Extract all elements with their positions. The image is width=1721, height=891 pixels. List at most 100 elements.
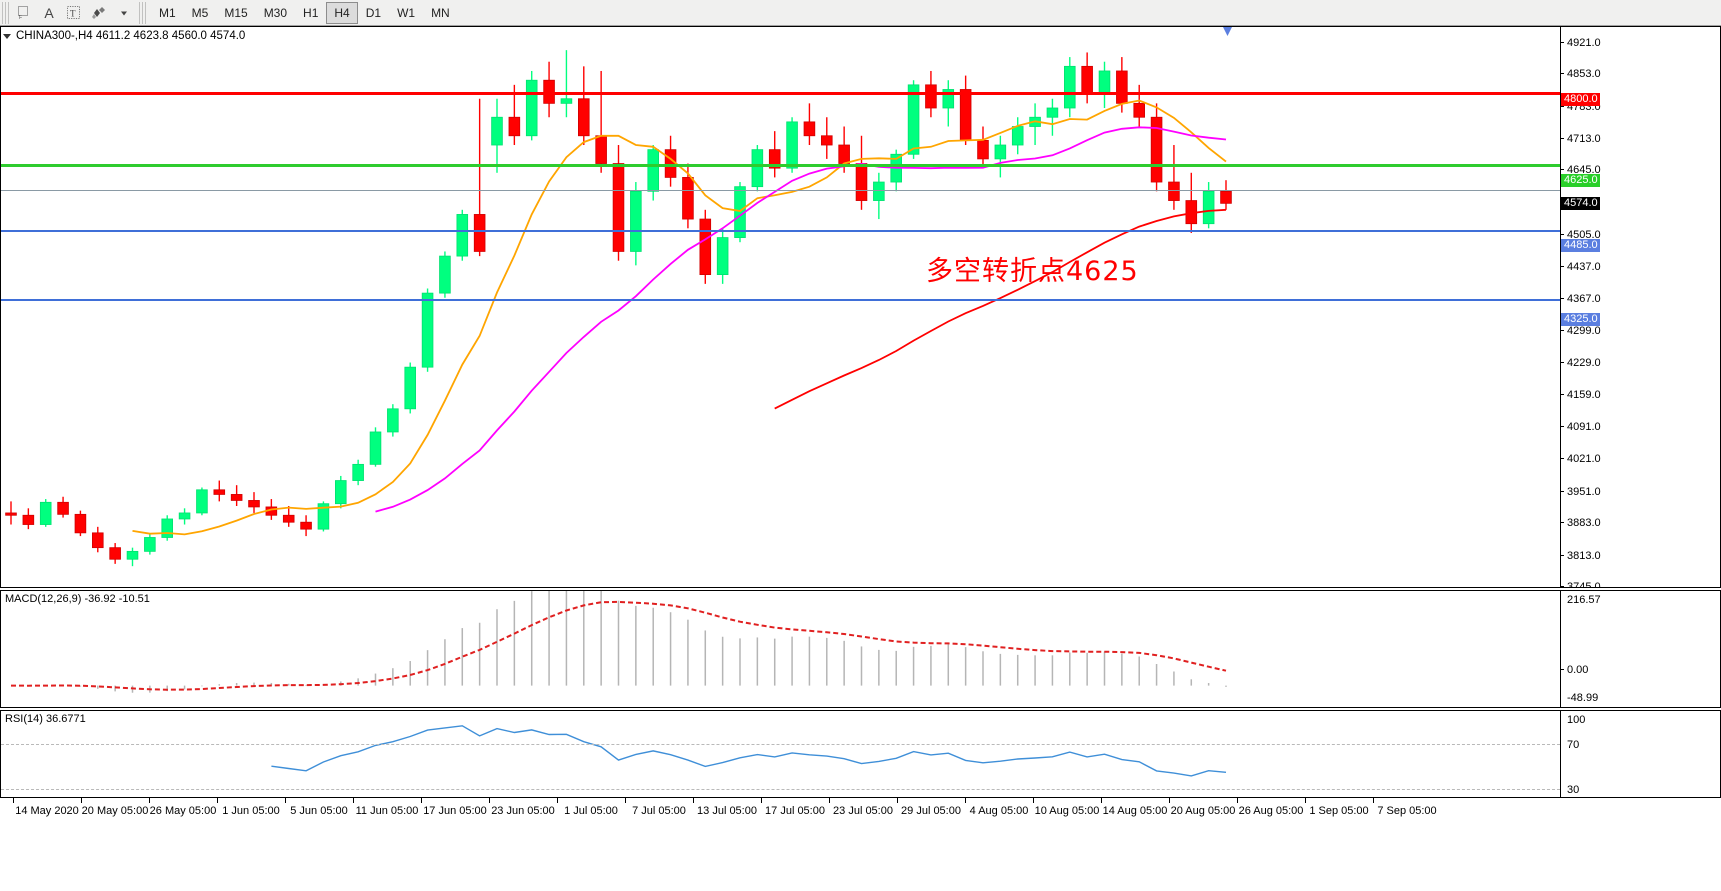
timeframe-m15[interactable]: M15 [224,5,248,20]
price-tick: 3951.0 [1560,486,1720,498]
time-axis-label: 7 Jul 05:00 [632,805,686,817]
time-axis-label: 29 Jul 05:00 [901,805,961,817]
timeframe-d1[interactable]: D1 [365,5,382,20]
time-axis-label: 20 May 05:00 [81,805,149,817]
crosshair-icon[interactable]: F [12,2,37,24]
price-tick: 4645.0 [1560,164,1720,176]
time-axis[interactable]: 14 May 2020 20 May 05:00 26 May 05:00 1 Jun… [0,797,1721,865]
time-tick-mark [693,798,694,803]
toolbar-grip[interactable] [2,1,11,24]
price-level-label-4485-0[interactable]: 4485.0 [1561,238,1600,252]
time-axis-label: 17 Jun 05:00 [423,805,487,817]
price-level-label-4800-0[interactable]: 4800.0 [1561,92,1600,106]
level-line-4325[interactable] [1,299,1560,301]
timeframe-group: M1 M5 M15 M30 H1 H4 D1 W1 MN [151,1,458,24]
time-axis-label: 23 Jul 05:00 [833,805,893,817]
timeframe-h1[interactable]: H1 [303,5,319,20]
time-axis-label: 5 Jun 05:00 [290,805,348,817]
time-axis-label: 14 Aug 05:00 [1102,805,1168,817]
level-line-4800[interactable] [1,92,1560,95]
time-axis-label: 7 Sep 05:00 [1377,805,1437,817]
macd-label: MACD(12,26,9) -36.92 -10.51 [5,593,150,605]
svg-text:T: T [70,9,76,19]
price-tick: 4091.0 [1560,421,1720,433]
symbol-header: CHINA300-,H4 4611.2 4623.8 4560.0 4574.0 [3,30,245,42]
text-label-icon[interactable]: A [44,4,54,21]
time-axis-label: 1 Sep 05:00 [1309,805,1369,817]
time-axis-label: 13 Jul 05:00 [697,805,757,817]
price-tick: 4299.0 [1560,325,1720,337]
timeframe-m5[interactable]: M5 [191,5,209,20]
timeframe-mn[interactable]: MN [431,5,450,20]
rsi-tick: 30 [1567,784,1580,796]
chevron-down-icon[interactable] [112,2,136,24]
collapse-triangle-icon[interactable] [3,33,11,39]
price-tick: 4159.0 [1560,389,1720,401]
price-level-label-4325-0[interactable]: 4325.0 [1561,312,1600,326]
macd-axis[interactable]: 216.57 0.00 -48.99 [1560,591,1720,707]
rsi-tick: 70 [1567,739,1580,751]
drawing-tools-icon[interactable] [86,2,112,24]
time-tick-mark [1169,798,1170,803]
macd-tick: 0.00 [1560,664,1720,676]
time-axis-label: 26 May 05:00 [149,805,217,817]
price-level-label-4574-0[interactable]: 4574.0 [1561,197,1600,211]
time-tick-mark [761,798,762,803]
price-plot[interactable]: 多空转折点4625 [1,27,1560,587]
time-tick-mark [149,798,150,803]
chart-area[interactable]: CHINA300-,H4 4611.2 4623.8 4560.0 4574.0… [0,26,1721,891]
timeframe-m1[interactable]: M1 [159,5,176,20]
time-tick-mark [421,798,422,803]
price-tick: 3745.0 [1560,581,1720,587]
price-tick: 4367.0 [1560,293,1720,305]
price-tick: 4021.0 [1560,453,1720,465]
rsi-tick: 100 [1567,714,1586,726]
macd-plot[interactable] [1,591,1560,707]
time-axis-label: 26 Aug 05:00 [1238,805,1304,817]
price-axis[interactable]: 4921.0 4853.0 4783.0 4713.0 4645.0 4505.0 4437… [1560,27,1720,587]
symbol-ohlc-text: CHINA300-,H4 4611.2 4623.8 4560.0 4574.0 [16,30,246,42]
time-tick-mark [13,798,14,803]
time-tick-mark [557,798,558,803]
time-tick-mark [1033,798,1034,803]
time-tick-mark [625,798,626,803]
time-tick-mark [1237,798,1238,803]
level-line-4625[interactable] [1,164,1560,167]
rsi-plot[interactable] [1,711,1560,821]
price-tick: 4853.0 [1560,68,1720,80]
rsi-series [271,725,1227,777]
price-tick: 4505.0 [1560,229,1720,241]
time-axis-label: 4 Aug 05:00 [969,805,1029,817]
time-axis-label: 14 May 2020 [15,805,79,817]
time-axis-label: 23 Jun 05:00 [491,805,555,817]
price-pane[interactable]: CHINA300-,H4 4611.2 4623.8 4560.0 4574.0… [0,26,1721,588]
timeframe-w1[interactable]: W1 [397,5,416,20]
time-tick-mark [1305,798,1306,803]
rsi-band-70 [1,744,1560,745]
timeframe-h4[interactable]: H4 [326,1,358,24]
price-tick: 3883.0 [1560,517,1720,529]
price-tick: 3813.0 [1560,550,1720,562]
text-box-icon[interactable]: T [61,2,86,24]
time-tick-mark [217,798,218,803]
time-tick-mark [285,798,286,803]
svg-text:F: F [19,15,22,20]
time-axis-label: 17 Jul 05:00 [765,805,825,817]
time-tick-mark [81,798,82,803]
time-axis-label: 1 Jun 05:00 [222,805,280,817]
level-line-4485[interactable] [1,230,1560,232]
chart-annotation-text[interactable]: 多空转折点4625 [926,256,1139,287]
main-toolbar: F A T M1 M5 M15 M30 H1 H4 D1 W1 MN [0,0,1721,26]
level-line-4574[interactable] [1,190,1560,191]
price-tick: 4921.0 [1560,37,1720,49]
time-axis-label: 11 Jun 05:00 [355,805,419,817]
candlestick-series [5,50,1232,567]
time-axis-label: 10 Aug 05:00 [1034,805,1100,817]
macd-pane[interactable]: MACD(12,26,9) -36.92 -10.51 216.57 0.00 -4… [0,590,1721,708]
price-level-label-4625-0[interactable]: 4625.0 [1561,173,1600,187]
rsi-band-30 [1,789,1560,790]
timeframe-m30[interactable]: M30 [263,5,288,20]
price-tick: 4229.0 [1560,357,1720,369]
time-axis-label: 1 Jul 05:00 [564,805,618,817]
rsi-label: RSI(14) 36.6771 [5,713,86,725]
